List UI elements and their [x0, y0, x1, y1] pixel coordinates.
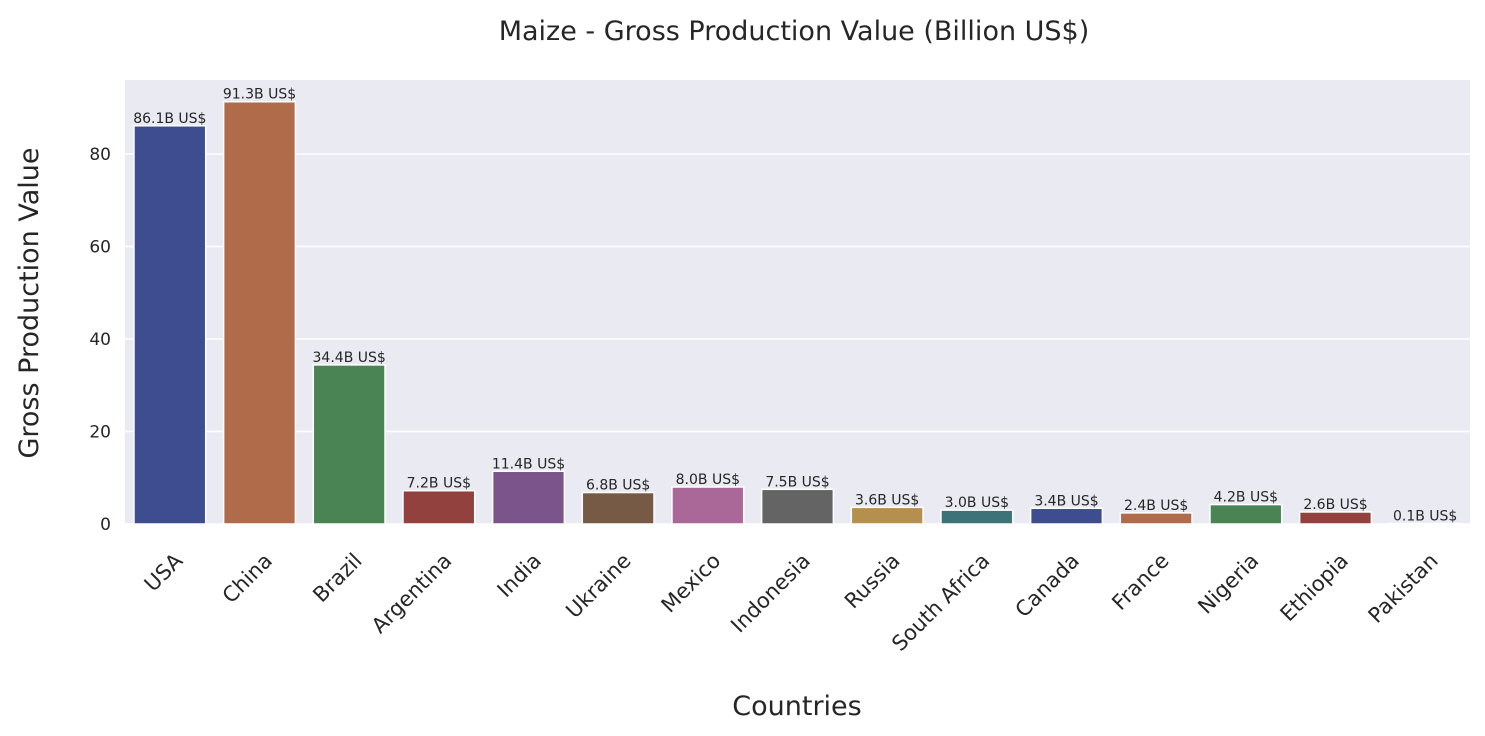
data-labels: 86.1B US$ 91.3B US$ 34.4B US$ 7.2B US$ 11.4B…: [133, 87, 1457, 525]
x-tick-label: Indonesia: [726, 549, 815, 638]
data-label: 2.4B US$: [1124, 498, 1188, 514]
bar-brazil: [312, 364, 386, 525]
data-label: 91.3B US$: [223, 87, 296, 103]
bar-south-africa: [940, 509, 1014, 525]
chart-title: Maize - Gross Production Value (Billion …: [499, 16, 1090, 47]
bar-ukraine: [581, 491, 655, 525]
bar-russia: [850, 506, 924, 525]
bar-indonesia: [760, 488, 835, 525]
data-label: 0.1B US$: [1393, 509, 1457, 525]
bar-pakistan: [1388, 522, 1462, 525]
x-tick-label: Ukraine: [561, 549, 635, 623]
y-tick-label: 0: [100, 515, 111, 535]
x-tick-label: Pakistan: [1364, 549, 1443, 628]
data-label: 34.4B US$: [313, 350, 386, 366]
bar-china: [222, 100, 297, 525]
bar-india: [491, 470, 566, 525]
y-tick-label: 40: [89, 330, 111, 350]
x-tick-label: France: [1107, 549, 1173, 615]
data-label: 6.8B US$: [586, 478, 650, 494]
y-axis-ticks: 0 20 40 60 80: [89, 145, 111, 535]
bar-nigeria: [1209, 503, 1283, 525]
x-tick-label: Ethiopia: [1276, 549, 1353, 626]
x-tick-label: Mexico: [657, 549, 726, 618]
y-tick-label: 20: [89, 423, 111, 443]
y-tick-label: 60: [89, 238, 111, 258]
x-tick-label: Nigeria: [1193, 549, 1263, 619]
x-tick-label: China: [218, 549, 277, 608]
bar-france: [1119, 512, 1193, 525]
x-tick-label: USA: [140, 548, 188, 596]
bars: [133, 100, 1462, 525]
data-label: 7.5B US$: [765, 474, 829, 490]
bar-usa: [133, 125, 207, 525]
x-tick-label: Argentina: [367, 549, 456, 638]
data-label: 2.6B US$: [1303, 497, 1367, 513]
y-tick-label: 80: [89, 145, 111, 165]
bar-mexico: [671, 486, 745, 525]
data-label: 11.4B US$: [492, 456, 565, 472]
x-tick-label: Russia: [840, 549, 905, 614]
bar-ethiopia: [1298, 511, 1373, 525]
x-axis-label: Countries: [732, 691, 861, 722]
x-tick-label: Brazil: [308, 549, 366, 607]
data-label: 86.1B US$: [133, 111, 206, 127]
data-label: 3.6B US$: [855, 492, 919, 508]
bar-canada: [1029, 507, 1104, 525]
data-label: 7.2B US$: [407, 476, 471, 492]
bar-argentina: [402, 489, 476, 525]
data-label: 4.2B US$: [1214, 490, 1278, 506]
data-label: 8.0B US$: [676, 472, 740, 488]
data-label: 3.0B US$: [945, 495, 1009, 511]
x-axis-ticks: USA China Brazil Argentina India Ukraine Mexic…: [140, 548, 1443, 656]
y-axis-label: Gross Production Value: [14, 147, 45, 458]
data-label: 3.4B US$: [1034, 493, 1098, 509]
x-tick-label: Canada: [1011, 549, 1084, 622]
x-tick-label: India: [493, 549, 546, 602]
